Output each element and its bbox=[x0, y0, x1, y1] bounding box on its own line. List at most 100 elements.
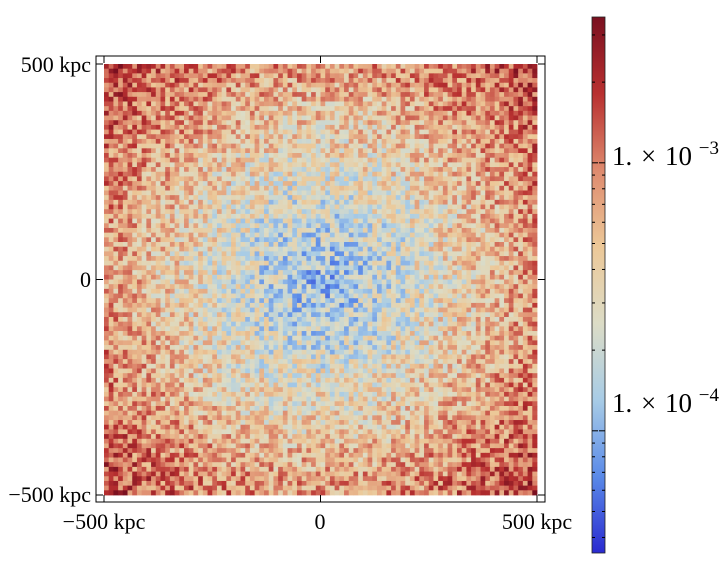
heatmap-cell bbox=[169, 157, 175, 163]
heatmap-cell bbox=[400, 176, 406, 182]
heatmap-cell bbox=[376, 153, 383, 159]
heatmap-cell bbox=[179, 274, 185, 280]
heatmap-cell bbox=[442, 185, 448, 191]
heatmap-cell bbox=[136, 134, 143, 140]
heatmap-cell bbox=[367, 181, 373, 187]
heatmap-cell bbox=[334, 232, 340, 238]
heatmap-cell bbox=[433, 73, 439, 79]
heatmap-cell bbox=[381, 138, 387, 145]
heatmap-cell bbox=[301, 171, 307, 177]
heatmap-cell bbox=[344, 246, 350, 252]
heatmap-cell bbox=[325, 148, 331, 154]
heatmap-cell bbox=[452, 87, 458, 93]
heatmap-cell bbox=[339, 185, 345, 191]
heatmap-cell bbox=[151, 218, 157, 224]
heatmap-cell bbox=[146, 190, 152, 196]
heatmap-cell bbox=[259, 218, 265, 224]
heatmap-cell bbox=[169, 246, 175, 252]
heatmap-cell bbox=[504, 288, 510, 294]
heatmap-cell bbox=[400, 288, 406, 294]
heatmap-cell bbox=[151, 157, 157, 163]
heatmap-cell bbox=[264, 64, 270, 70]
heatmap-cell bbox=[381, 96, 387, 102]
heatmap-cell bbox=[433, 251, 439, 257]
heatmap-cell bbox=[259, 124, 265, 130]
heatmap-cell bbox=[235, 82, 241, 88]
heatmap-cell bbox=[466, 274, 472, 280]
heatmap-cell bbox=[108, 237, 114, 243]
heatmap-cell bbox=[489, 223, 496, 229]
heatmap-cell bbox=[221, 171, 227, 177]
heatmap-cell bbox=[461, 274, 467, 280]
heatmap-cell bbox=[391, 185, 397, 191]
heatmap-cell bbox=[315, 199, 321, 205]
heatmap-cell bbox=[165, 124, 171, 130]
heatmap-cell bbox=[169, 106, 175, 112]
heatmap-cell bbox=[452, 92, 458, 98]
heatmap-cell bbox=[216, 284, 223, 290]
heatmap-cell bbox=[146, 204, 152, 210]
heatmap-cell bbox=[221, 129, 227, 135]
heatmap-cell bbox=[160, 101, 166, 107]
heatmap-cell bbox=[362, 153, 368, 159]
heatmap-cell bbox=[193, 181, 199, 187]
heatmap-cell bbox=[414, 256, 420, 262]
heatmap-cell bbox=[499, 260, 505, 266]
heatmap-cell bbox=[231, 167, 237, 173]
heatmap-cell bbox=[122, 288, 128, 294]
heatmap-cell bbox=[395, 181, 401, 187]
heatmap-cell bbox=[108, 232, 114, 238]
heatmap-cell bbox=[532, 260, 538, 266]
heatmap-cell bbox=[132, 242, 138, 248]
heatmap-cell bbox=[532, 143, 538, 149]
heatmap-cell bbox=[320, 195, 326, 201]
heatmap-cell bbox=[348, 124, 354, 130]
heatmap-cell bbox=[311, 115, 317, 121]
heatmap-cell bbox=[136, 227, 143, 234]
heatmap-cell bbox=[108, 176, 114, 182]
heatmap-cell bbox=[113, 195, 119, 201]
heatmap-cell bbox=[226, 138, 232, 145]
heatmap-cell bbox=[339, 73, 345, 79]
heatmap-cell bbox=[424, 68, 430, 74]
heatmap-cell bbox=[424, 153, 430, 159]
heatmap-cell bbox=[433, 162, 439, 168]
heatmap-cell bbox=[179, 293, 185, 299]
heatmap-cell bbox=[518, 302, 524, 308]
heatmap-cell bbox=[245, 204, 251, 210]
heatmap-cell bbox=[141, 302, 147, 308]
heatmap-cell bbox=[367, 124, 373, 130]
heatmap-cell bbox=[372, 162, 378, 168]
heatmap-cell bbox=[301, 124, 307, 130]
heatmap-cell bbox=[424, 218, 430, 224]
heatmap-cell bbox=[231, 138, 237, 145]
heatmap-cell bbox=[146, 134, 152, 140]
heatmap-cell bbox=[169, 143, 175, 149]
heatmap-cell bbox=[353, 181, 359, 187]
heatmap-cell bbox=[136, 82, 143, 88]
heatmap-cell bbox=[282, 185, 288, 191]
heatmap-cell bbox=[122, 270, 128, 276]
heatmap-cell bbox=[461, 82, 467, 88]
heatmap-cell bbox=[409, 134, 416, 140]
heatmap-cell bbox=[362, 242, 368, 248]
heatmap-cell bbox=[226, 274, 232, 280]
heatmap-cell bbox=[522, 115, 528, 121]
heatmap-cell bbox=[409, 298, 416, 304]
heatmap-cell bbox=[409, 143, 416, 149]
heatmap-cell bbox=[212, 68, 218, 74]
heatmap-cell bbox=[489, 101, 496, 107]
heatmap-cell bbox=[405, 181, 411, 187]
heatmap-cell bbox=[155, 148, 161, 154]
heatmap-cell bbox=[132, 251, 138, 257]
heatmap-cell bbox=[113, 237, 119, 243]
heatmap-cell bbox=[315, 110, 321, 116]
heatmap-cell bbox=[447, 176, 453, 182]
heatmap-cell bbox=[136, 101, 143, 107]
heatmap-cell bbox=[184, 265, 190, 271]
heatmap-cell bbox=[132, 307, 138, 313]
heatmap-cell bbox=[122, 124, 128, 130]
heatmap-cell bbox=[245, 232, 251, 238]
heatmap-cell bbox=[461, 162, 467, 168]
heatmap-cell bbox=[348, 242, 354, 248]
